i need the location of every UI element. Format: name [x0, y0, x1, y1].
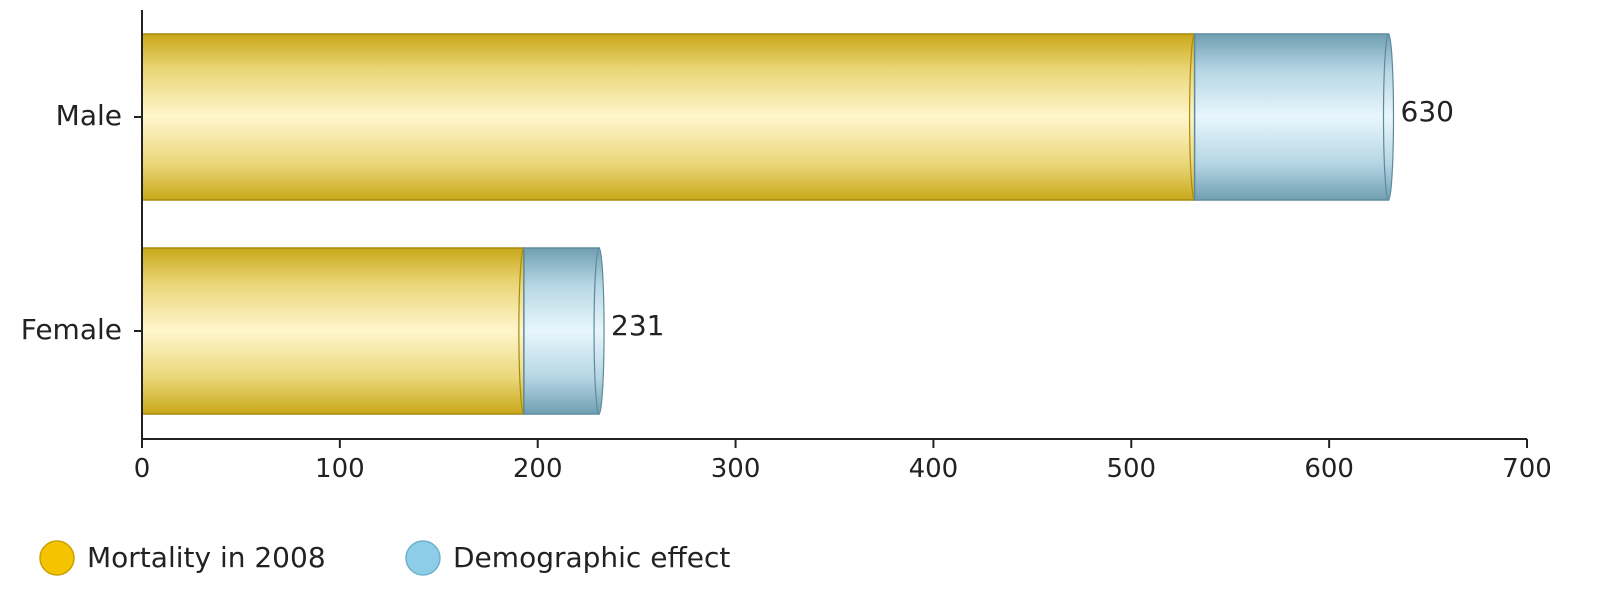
bar-female-series-1	[141, 247, 525, 415]
bar-female-series-2	[523, 247, 600, 415]
total-label-male: 630	[1401, 95, 1454, 128]
x-tick-label: 200	[513, 454, 563, 484]
total-label-female: 231	[611, 309, 664, 342]
x-tick-label: 600	[1304, 454, 1354, 484]
category-label-male: Male	[56, 99, 122, 132]
legend-marker-series-2	[405, 540, 441, 576]
x-tick-label: 100	[315, 454, 365, 484]
legend: Mortality in 2008 Demographic effect	[39, 540, 730, 576]
bars-layer: 630 231	[141, 33, 1454, 415]
x-tick-label: 700	[1502, 454, 1552, 484]
legend-label-series-1: Mortality in 2008	[87, 541, 326, 574]
x-tick-label: 500	[1106, 454, 1156, 484]
bar-male-series-2	[1193, 33, 1390, 201]
category-label-female: Female	[21, 313, 122, 346]
x-tick-label: 0	[134, 454, 151, 484]
bar-male-series-1	[141, 33, 1196, 201]
legend-label-series-2: Demographic effect	[453, 541, 730, 574]
legend-marker-series-1	[39, 540, 75, 576]
x-tick-label: 300	[711, 454, 761, 484]
x-tick-label: 400	[909, 454, 959, 484]
axes-layer: Male Female 0 100 200 300 400 500 600 700	[21, 10, 1552, 484]
bar-cap-male-series-2	[1382, 33, 1395, 201]
bar-cap-female-series-2	[593, 247, 605, 415]
